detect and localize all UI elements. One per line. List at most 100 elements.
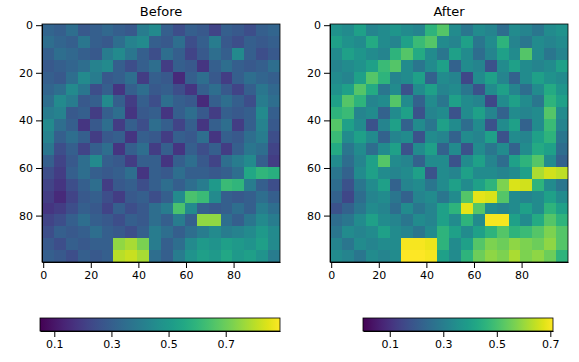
cell — [509, 107, 521, 119]
cell — [449, 119, 461, 131]
cell — [437, 84, 449, 96]
cell — [268, 24, 280, 36]
cell — [102, 84, 114, 96]
tick: 60 — [467, 262, 481, 282]
tick: 40 — [19, 114, 42, 127]
cells — [42, 24, 280, 262]
cell — [390, 167, 402, 179]
cell — [42, 250, 54, 262]
cell — [520, 131, 532, 143]
cell — [520, 203, 532, 215]
cell — [197, 226, 209, 238]
tick-mark — [91, 262, 92, 268]
cell — [449, 107, 461, 119]
cell — [161, 119, 173, 131]
cell — [244, 203, 256, 215]
cell — [509, 36, 521, 48]
cell — [232, 179, 244, 191]
cell — [113, 143, 125, 155]
cell — [149, 155, 161, 167]
cell — [149, 143, 161, 155]
cell — [497, 226, 509, 238]
cell — [256, 214, 268, 226]
cell — [485, 179, 497, 191]
cell — [401, 203, 413, 215]
cell — [209, 95, 221, 107]
cell — [185, 72, 197, 84]
cell — [102, 143, 114, 155]
cell — [137, 119, 149, 131]
cell — [256, 238, 268, 250]
tick-label: 0 — [314, 19, 321, 32]
cell — [461, 72, 473, 84]
cell — [185, 250, 197, 262]
tick-mark — [497, 331, 498, 337]
cell — [413, 250, 425, 262]
tick: 80 — [19, 210, 42, 223]
cell — [137, 72, 149, 84]
cell — [161, 48, 173, 60]
cell — [532, 226, 544, 238]
cell — [556, 24, 568, 36]
cell — [244, 95, 256, 107]
cell — [197, 167, 209, 179]
cell — [497, 95, 509, 107]
cell — [556, 179, 568, 191]
cell — [125, 238, 137, 250]
cell — [149, 24, 161, 36]
cell — [125, 24, 137, 36]
cell — [330, 36, 342, 48]
cell — [268, 250, 280, 262]
cell — [125, 72, 137, 84]
cell — [42, 214, 54, 226]
cell — [221, 191, 233, 203]
tick-mark — [324, 168, 330, 169]
frame — [42, 24, 280, 262]
cell — [232, 84, 244, 96]
cell — [497, 84, 509, 96]
cell — [461, 250, 473, 262]
yticks-axis: 020406080 — [19, 19, 43, 262]
cell — [401, 119, 413, 131]
cell — [437, 60, 449, 72]
cell — [125, 226, 137, 238]
cell — [149, 250, 161, 262]
cell — [54, 60, 66, 72]
cell — [113, 72, 125, 84]
cell — [401, 143, 413, 155]
tick: 60 — [179, 262, 193, 282]
cell — [425, 203, 437, 215]
cell — [342, 24, 354, 36]
cell — [209, 119, 221, 131]
cell — [161, 107, 173, 119]
cell — [413, 203, 425, 215]
cell — [425, 167, 437, 179]
cell — [102, 179, 114, 191]
cell — [413, 214, 425, 226]
frame — [330, 24, 568, 262]
cell — [197, 24, 209, 36]
cell — [461, 226, 473, 238]
cell — [354, 155, 366, 167]
cell — [256, 167, 268, 179]
cell — [173, 238, 185, 250]
cell — [520, 84, 532, 96]
cell — [209, 238, 221, 250]
cell — [330, 250, 342, 262]
cell — [366, 72, 378, 84]
cell — [54, 95, 66, 107]
cell — [54, 167, 66, 179]
cell — [125, 48, 137, 60]
cell — [497, 48, 509, 60]
cell — [232, 107, 244, 119]
cell — [221, 107, 233, 119]
cell — [497, 250, 509, 262]
cell — [473, 84, 485, 96]
cell — [78, 107, 90, 119]
cell — [268, 84, 280, 96]
cell — [473, 48, 485, 60]
cell — [497, 179, 509, 191]
cell — [256, 203, 268, 215]
cell — [42, 84, 54, 96]
tick-label: 0 — [40, 269, 47, 282]
